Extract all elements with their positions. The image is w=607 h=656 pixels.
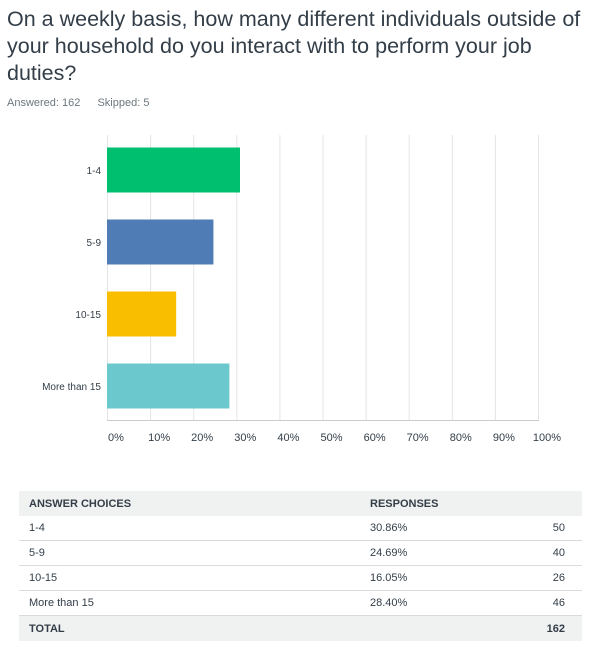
row-percent: 30.86%	[360, 516, 530, 541]
row-percent: 24.69%	[360, 540, 530, 566]
x-tick-label: 50%	[320, 432, 342, 444]
row-count: 26	[530, 565, 582, 591]
row-percent: 16.05%	[360, 565, 530, 591]
x-tick-label: 80%	[450, 432, 472, 444]
total-spacer	[360, 615, 530, 641]
row-percent: 28.40%	[360, 590, 530, 616]
x-tick-label: 60%	[364, 432, 386, 444]
bar	[107, 291, 177, 337]
row-choice: More than 15	[19, 590, 360, 616]
table-row: More than 15 28.40% 46	[19, 590, 582, 616]
category-label: 1-4	[87, 166, 102, 177]
header-responses: RESPONSES	[360, 491, 530, 516]
x-tick-label: 70%	[407, 432, 429, 444]
row-choice: 5-9	[19, 540, 360, 566]
category-label: 5-9	[87, 238, 102, 249]
table-row: 10-15 16.05% 26	[19, 565, 582, 591]
x-tick-label: 90%	[493, 432, 515, 444]
table-header-row: ANSWER CHOICES RESPONSES	[19, 491, 582, 516]
bar	[107, 147, 241, 193]
table-row: 5-9 24.69% 40	[19, 540, 582, 566]
x-tick-label: 100%	[533, 432, 561, 444]
total-label: TOTAL	[19, 615, 360, 641]
x-tick-label: 40%	[277, 432, 299, 444]
response-stats: Answered: 162 Skipped: 5	[7, 97, 163, 109]
bar	[107, 219, 214, 265]
total-count: 162	[530, 615, 582, 641]
bar	[107, 363, 230, 409]
responses-table: ANSWER CHOICES RESPONSES 1-4 30.86% 50 5…	[19, 491, 582, 641]
answered-count: Answered: 162	[7, 97, 81, 109]
question-title: On a weekly basis, how many different in…	[7, 7, 581, 85]
table-total-row: TOTAL 162	[19, 615, 582, 641]
header-count	[530, 491, 582, 516]
x-tick-label: 20%	[191, 432, 213, 444]
bar-chart: 0% 10% 20% 30% 40% 50% 60% 70% 80% 90% 100% 1-4 5-9 1…	[42, 135, 561, 444]
skipped-count: Skipped: 5	[97, 97, 150, 109]
category-label: More than 15	[42, 382, 101, 393]
x-tick-label: 0%	[108, 432, 124, 444]
x-tick-label: 30%	[234, 432, 256, 444]
row-count: 40	[530, 540, 582, 566]
row-choice: 10-15	[19, 565, 360, 591]
row-count: 46	[530, 590, 582, 616]
row-count: 50	[530, 516, 582, 541]
category-label: 10-15	[75, 310, 101, 321]
row-choice: 1-4	[19, 516, 360, 541]
header-answer-choices: ANSWER CHOICES	[19, 491, 360, 516]
table-row: 1-4 30.86% 50	[19, 516, 582, 541]
x-tick-label: 10%	[148, 432, 170, 444]
